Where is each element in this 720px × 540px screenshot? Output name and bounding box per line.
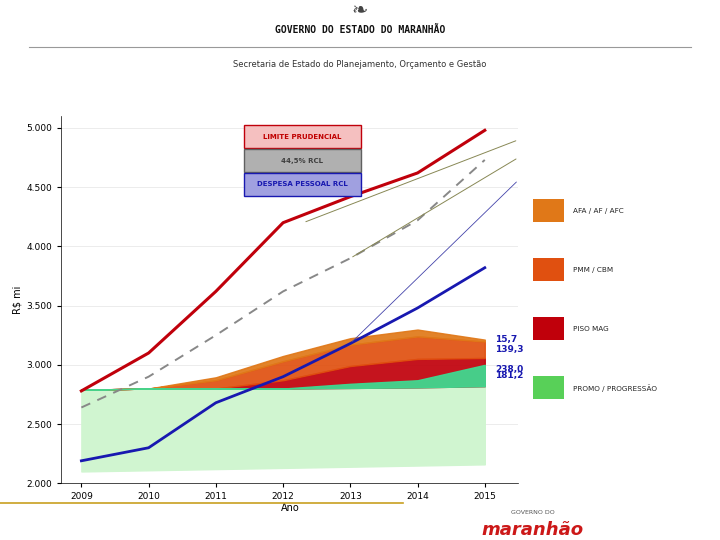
Text: ❧: ❧ — [352, 2, 368, 21]
Text: maranhão: maranhão — [482, 521, 584, 539]
X-axis label: Ano: Ano — [280, 503, 300, 512]
Text: PMM / CBM: PMM / CBM — [572, 267, 613, 273]
Text: Ø  Projeção da Despesa de Pessoal - 2015: Ø Projeção da Despesa de Pessoal - 2015 — [25, 88, 354, 102]
Text: 15,7: 15,7 — [495, 335, 517, 344]
Text: PISO MAG: PISO MAG — [572, 326, 608, 332]
Text: 238,0: 238,0 — [495, 365, 523, 374]
Text: Secretaria de Estado do Planejamento, Orçamento e Gestão: Secretaria de Estado do Planejamento, Or… — [233, 60, 487, 69]
Text: 139,3: 139,3 — [495, 345, 523, 354]
FancyBboxPatch shape — [244, 173, 361, 196]
Bar — [533, 376, 564, 399]
Y-axis label: R$ mi: R$ mi — [12, 286, 22, 314]
Text: GOVERNO DO: GOVERNO DO — [511, 510, 554, 515]
Text: DESPESA PESSOAL RCL: DESPESA PESSOAL RCL — [257, 181, 348, 187]
Text: AFA / AF / AFC: AFA / AF / AFC — [572, 208, 624, 214]
Text: 181,2: 181,2 — [495, 371, 523, 380]
Bar — [533, 199, 564, 222]
Text: 44,5% RCL: 44,5% RCL — [282, 158, 323, 164]
FancyBboxPatch shape — [244, 125, 361, 148]
Bar — [533, 259, 564, 281]
Bar — [533, 318, 564, 340]
Text: LIMITE PRUDENCIAL: LIMITE PRUDENCIAL — [264, 134, 341, 140]
FancyBboxPatch shape — [244, 149, 361, 172]
Text: PROMO / PROGRESSÃO: PROMO / PROGRESSÃO — [572, 384, 657, 392]
Text: GOVERNO DO ESTADO DO MARANHÃO: GOVERNO DO ESTADO DO MARANHÃO — [275, 25, 445, 35]
